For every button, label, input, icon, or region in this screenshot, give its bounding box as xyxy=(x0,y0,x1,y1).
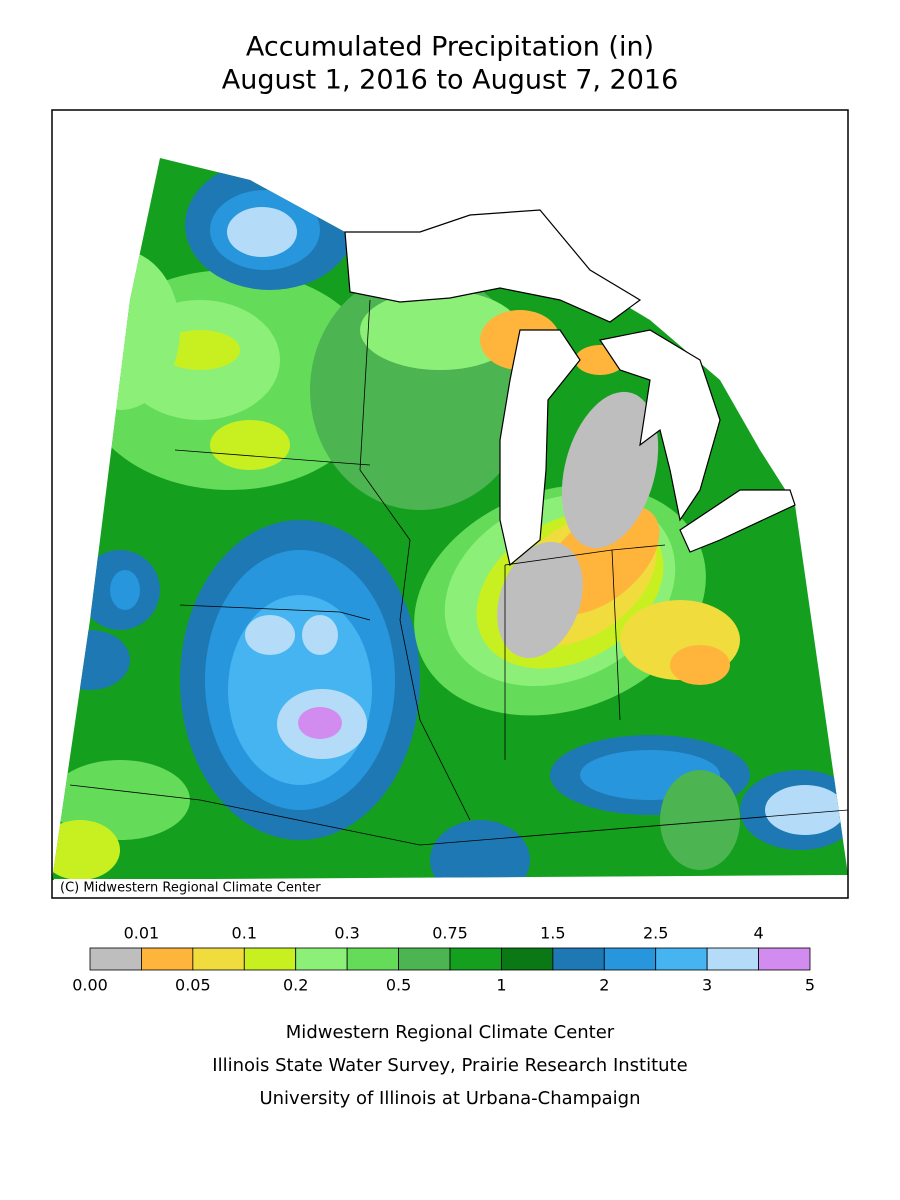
lake-superior xyxy=(344,209,642,323)
legend-swatch xyxy=(706,947,759,971)
precip-region xyxy=(302,615,338,655)
precip-region xyxy=(765,785,845,835)
legend-swatch xyxy=(501,947,554,971)
legend-label: 1 xyxy=(496,976,506,995)
legend-swatch xyxy=(141,947,194,971)
footer-line: Illinois State Water Survey, Prairie Res… xyxy=(212,1055,687,1076)
precip-region xyxy=(298,707,342,739)
legend-label: 0.05 xyxy=(175,976,211,995)
legend-swatch xyxy=(295,947,348,971)
legend-label: 0.3 xyxy=(334,924,359,943)
precip-region xyxy=(52,630,130,690)
legend-swatch xyxy=(603,947,657,971)
map-frame xyxy=(51,109,849,899)
precip-region xyxy=(430,820,530,880)
subtitle: August 1, 2016 to August 7, 2016 xyxy=(222,65,679,96)
title: Accumulated Precipitation (in) xyxy=(246,32,654,63)
legend-label: 0.01 xyxy=(124,924,160,943)
legend-swatch xyxy=(758,947,811,971)
precip-region xyxy=(52,760,190,840)
precip-region xyxy=(245,615,295,655)
footer-line: Midwestern Regional Climate Center xyxy=(286,1022,615,1043)
legend-swatch xyxy=(655,947,708,971)
precip-region xyxy=(110,570,140,610)
lakes xyxy=(344,209,796,567)
legend-label: 0.00 xyxy=(72,976,108,995)
legend-swatch xyxy=(552,947,605,971)
legend-label: 3 xyxy=(702,976,712,995)
precip-region xyxy=(52,820,120,880)
credit-box xyxy=(54,879,336,897)
legend-label: 4 xyxy=(753,924,763,943)
precip-region xyxy=(561,391,659,549)
state-borders xyxy=(69,299,849,846)
precip-region xyxy=(360,290,520,370)
legend-label: 1.5 xyxy=(540,924,565,943)
precip-region xyxy=(670,645,730,685)
legend-label: 0.75 xyxy=(432,924,468,943)
legend-swatch xyxy=(243,947,297,971)
legend-label: 5 xyxy=(805,976,815,995)
precip-region xyxy=(210,420,290,470)
legend-label: 2 xyxy=(599,976,609,995)
legend-label: 0.5 xyxy=(386,976,411,995)
legend-swatch xyxy=(449,947,502,971)
map-credit: (C) Midwestern Regional Climate Center xyxy=(60,881,321,896)
legend-label: 0.1 xyxy=(232,924,257,943)
precip-region xyxy=(160,330,240,370)
precip-region xyxy=(227,207,297,257)
legend-swatch xyxy=(398,947,451,971)
legend-swatch xyxy=(346,947,399,971)
precip-region xyxy=(660,770,740,870)
legend-label: 2.5 xyxy=(643,924,668,943)
footer: Midwestern Regional Climate Center Illino… xyxy=(212,1022,687,1109)
legend: 0.01 0.1 0.3 0.75 1.5 2.5 4 0.00 0.05 0.2 0.5 1 2 3 5 xyxy=(72,924,815,995)
lake-michigan xyxy=(499,329,581,567)
footer-line: University of Illinois at Urbana-Champai… xyxy=(259,1088,640,1109)
legend-swatch xyxy=(89,947,142,971)
precip-region xyxy=(497,541,583,659)
lake-huron xyxy=(599,329,721,522)
legend-label: 0.2 xyxy=(283,976,308,995)
precip-region xyxy=(60,250,180,410)
lake-erie xyxy=(679,489,796,553)
legend-swatch xyxy=(192,947,245,971)
